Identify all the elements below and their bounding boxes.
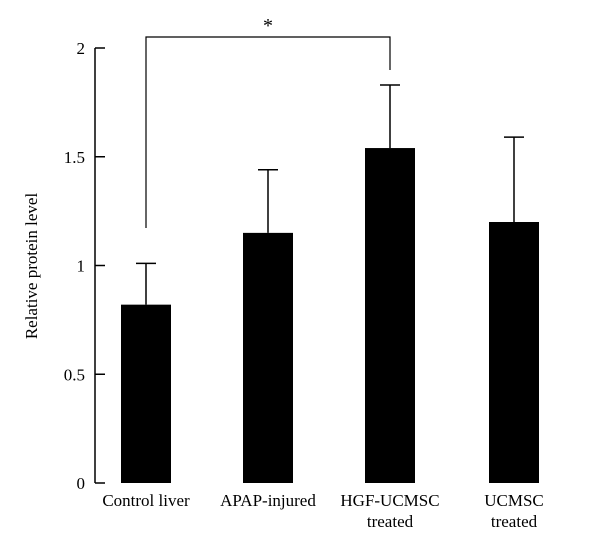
significance-line <box>145 36 391 228</box>
y-tick-label: 0.5 <box>64 365 85 384</box>
bar <box>365 148 415 484</box>
x-tick-label: treated <box>367 512 414 531</box>
y-axis: 0 0.5 1 1.5 2 <box>64 39 105 493</box>
significance-star: * <box>263 15 273 37</box>
y-tick-label: 2 <box>77 39 86 58</box>
x-tick-label: HGF-UCMSC <box>340 491 439 510</box>
bar <box>243 232 293 483</box>
x-axis-labels: Control liver APAP-injured HGF-UCMSC treate… <box>102 491 543 531</box>
x-tick-label: APAP-injured <box>220 491 316 510</box>
bar <box>121 304 171 483</box>
bars <box>121 148 539 484</box>
y-axis-label: Relative protein level <box>22 193 41 340</box>
y-tick-label: 1.5 <box>64 148 85 167</box>
significance-bracket: * <box>145 15 391 228</box>
x-tick-label: Control liver <box>102 491 190 510</box>
y-tick-label: 1 <box>77 257 86 276</box>
bar <box>489 222 539 483</box>
y-tick-label: 0 <box>77 474 86 493</box>
x-tick-label: treated <box>491 512 538 531</box>
x-tick-label: UCMSC <box>484 491 544 510</box>
error-bars <box>136 84 524 305</box>
